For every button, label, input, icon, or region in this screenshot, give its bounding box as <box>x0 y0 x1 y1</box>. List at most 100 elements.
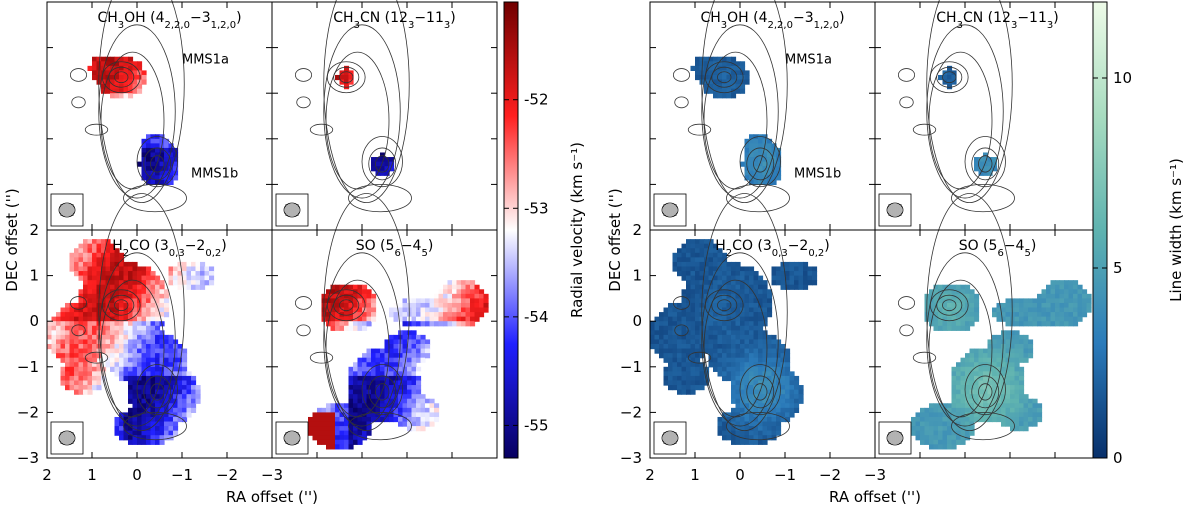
map-pixel <box>402 375 408 382</box>
map-pixel <box>168 398 174 404</box>
map-pixel <box>402 421 408 427</box>
map-pixel <box>672 302 678 309</box>
map-pixel <box>119 375 125 382</box>
map-pixel <box>398 316 404 322</box>
map-pixel <box>1019 353 1025 359</box>
map-pixel <box>60 307 66 313</box>
x-tick-label: −1 <box>774 466 796 484</box>
map-pixel <box>776 362 782 368</box>
beam-ellipse <box>886 202 904 218</box>
map-pixel <box>119 426 125 432</box>
map-pixel <box>956 380 962 386</box>
map-pixel <box>92 330 98 336</box>
map-pixel <box>785 398 791 404</box>
map-pixel <box>200 280 206 286</box>
map-pixel <box>164 289 170 295</box>
map-pixel <box>942 325 948 331</box>
map-pixel <box>173 407 179 413</box>
map-pixel <box>150 403 156 409</box>
map-pixel <box>735 321 741 327</box>
map-pixel <box>1019 394 1025 400</box>
map-pixel <box>762 344 768 350</box>
map-pixel <box>132 435 138 441</box>
map-pixel <box>789 412 795 418</box>
map-pixel <box>168 170 174 176</box>
map-pixel <box>753 298 759 304</box>
map-pixel <box>1001 348 1007 354</box>
map-pixel <box>677 252 683 258</box>
map-pixel <box>695 280 701 286</box>
map-pixel <box>1001 302 1007 309</box>
map-pixel <box>119 79 125 85</box>
map-pixel <box>740 348 746 354</box>
x-axis-title: RA offset ('') <box>226 488 318 506</box>
map-pixel <box>690 380 696 386</box>
map-pixel <box>375 407 381 413</box>
map-pixel <box>740 316 746 322</box>
map-pixel <box>101 74 107 81</box>
map-pixel <box>699 362 705 368</box>
map-pixel <box>150 152 156 158</box>
map-pixel <box>92 380 98 386</box>
map-pixel <box>402 380 408 386</box>
map-pixel <box>767 407 773 413</box>
map-pixel <box>393 385 399 391</box>
map-pixel <box>740 362 746 368</box>
map-pixel <box>326 430 332 436</box>
map-pixel <box>969 316 975 322</box>
map-pixel <box>956 307 962 313</box>
map-pixel <box>425 307 431 313</box>
map-pixel <box>150 138 156 144</box>
map-pixel <box>132 421 138 427</box>
map-pixel <box>699 380 705 386</box>
map-pixel <box>110 334 116 341</box>
map-pixel <box>137 394 143 400</box>
map-pixel <box>1019 348 1025 354</box>
map-pixel <box>123 330 129 336</box>
map-pixel <box>141 152 147 158</box>
map-pixel <box>938 416 944 423</box>
map-pixel <box>128 266 134 272</box>
map-pixel <box>924 439 930 445</box>
map-pixel <box>951 385 957 391</box>
map-pixel <box>663 307 669 313</box>
map-pixel <box>101 280 107 286</box>
map-pixel <box>987 385 993 391</box>
map-pixel <box>330 312 336 318</box>
map-pixel <box>956 426 962 432</box>
map-pixel <box>735 421 741 427</box>
map-pixel <box>74 248 80 254</box>
map-pixel <box>114 289 120 295</box>
map-pixel <box>717 74 723 81</box>
map-pixel <box>1001 366 1007 372</box>
map-pixel <box>155 307 161 313</box>
map-pixel <box>308 416 314 423</box>
map-pixel <box>708 239 714 245</box>
map-pixel <box>924 426 930 432</box>
panel-title-part: 0,3 <box>169 248 185 259</box>
map-pixel <box>177 348 183 354</box>
map-pixel <box>650 344 656 350</box>
map-pixel <box>92 371 98 377</box>
map-pixel <box>735 439 741 445</box>
map-pixel <box>704 339 710 345</box>
map-pixel <box>402 348 408 354</box>
map-pixel <box>146 293 152 299</box>
map-pixel <box>344 435 350 441</box>
map-pixel <box>101 321 107 327</box>
map-pixel <box>159 407 165 413</box>
panel-title: CH3OH (42,2,0−31,2,0) <box>97 10 241 31</box>
map-pixel <box>695 284 701 290</box>
map-pixel <box>776 412 782 418</box>
map-pixel <box>155 371 161 377</box>
map-pixel <box>987 353 993 359</box>
map-pixel <box>168 266 174 272</box>
map-pixel <box>1028 344 1034 350</box>
map-pixel <box>668 366 674 372</box>
map-pixel <box>744 339 750 345</box>
map-pixel <box>456 284 462 290</box>
map-pixel <box>965 375 971 382</box>
map-pixel <box>362 289 368 295</box>
map-pixel <box>65 312 71 318</box>
map-pixel <box>416 321 422 327</box>
